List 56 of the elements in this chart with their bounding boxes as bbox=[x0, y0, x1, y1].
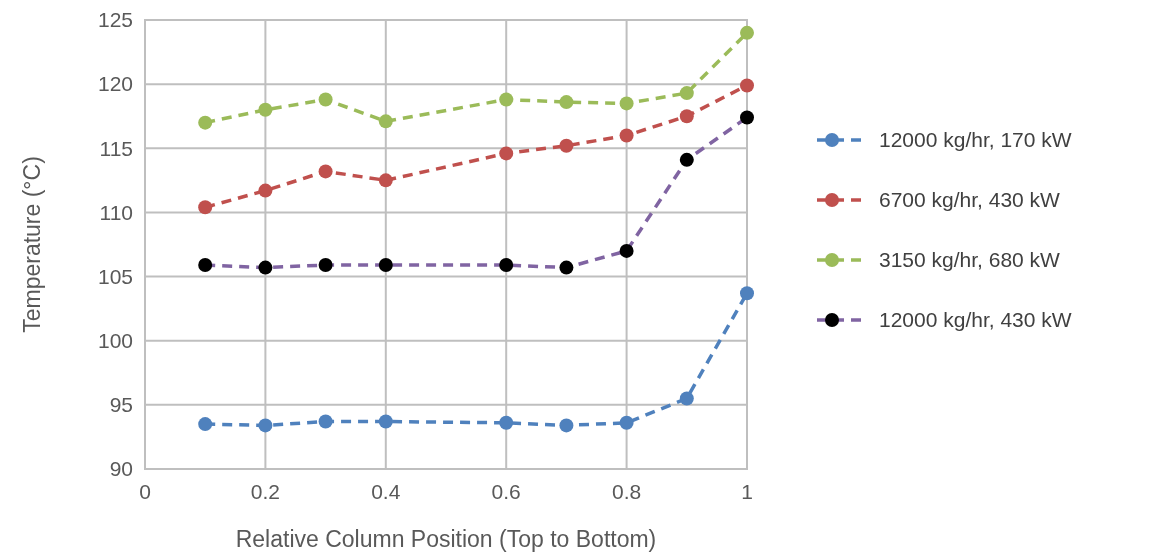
point bbox=[378, 173, 393, 188]
x-tick-label: 0.4 bbox=[371, 480, 401, 503]
point bbox=[619, 128, 634, 143]
point bbox=[198, 115, 213, 130]
point bbox=[679, 86, 694, 101]
legend-label: 6700 kg/hr, 430 kW bbox=[879, 188, 1061, 211]
point bbox=[619, 415, 634, 430]
x-tick-label: 0 bbox=[139, 480, 151, 503]
legend-label: 3150 kg/hr, 680 kW bbox=[879, 248, 1061, 271]
point bbox=[679, 391, 694, 406]
point bbox=[559, 418, 574, 433]
point bbox=[378, 414, 393, 429]
point bbox=[499, 146, 514, 161]
x-tick-label: 0.6 bbox=[491, 480, 521, 503]
y-tick-label: 115 bbox=[99, 136, 133, 160]
point bbox=[740, 78, 754, 93]
point bbox=[619, 243, 634, 258]
point bbox=[198, 258, 213, 273]
point bbox=[318, 92, 333, 107]
y-tick-label: 90 bbox=[109, 457, 133, 481]
y-tick-label: 95 bbox=[109, 393, 133, 417]
point bbox=[378, 114, 393, 129]
point bbox=[318, 258, 333, 273]
point bbox=[198, 200, 213, 215]
point bbox=[258, 260, 273, 275]
x-tick-label: 0.2 bbox=[250, 480, 280, 503]
point bbox=[740, 110, 754, 125]
x-axis-title: Relative Column Position (Top to Bottom) bbox=[235, 526, 657, 552]
point bbox=[499, 258, 514, 273]
y-axis-title: Temperature (°C) bbox=[19, 156, 45, 333]
point bbox=[378, 258, 393, 273]
point bbox=[740, 25, 754, 40]
y-tick-label: 105 bbox=[97, 264, 133, 288]
x-tick-label: 0.8 bbox=[612, 480, 642, 503]
y-tick-label: 120 bbox=[97, 72, 133, 96]
point bbox=[619, 96, 634, 111]
legend-label: 12000 kg/hr, 430 kW bbox=[879, 308, 1072, 331]
legend-label: 12000 kg/hr, 170 kW bbox=[879, 128, 1072, 151]
point bbox=[258, 183, 273, 198]
point bbox=[559, 95, 574, 110]
y-tick-label: 110 bbox=[99, 200, 133, 224]
point bbox=[198, 417, 213, 432]
point bbox=[499, 92, 514, 107]
point bbox=[258, 418, 273, 433]
point bbox=[740, 286, 754, 301]
point bbox=[318, 164, 333, 179]
point bbox=[499, 415, 514, 430]
x-tick-label: 1 bbox=[741, 480, 753, 503]
point bbox=[679, 152, 694, 167]
point bbox=[318, 414, 333, 429]
point bbox=[258, 102, 273, 117]
y-tick-label: 125 bbox=[97, 8, 133, 32]
point bbox=[559, 260, 574, 275]
point bbox=[559, 138, 574, 153]
y-tick-label: 100 bbox=[97, 329, 133, 353]
point bbox=[679, 109, 694, 124]
